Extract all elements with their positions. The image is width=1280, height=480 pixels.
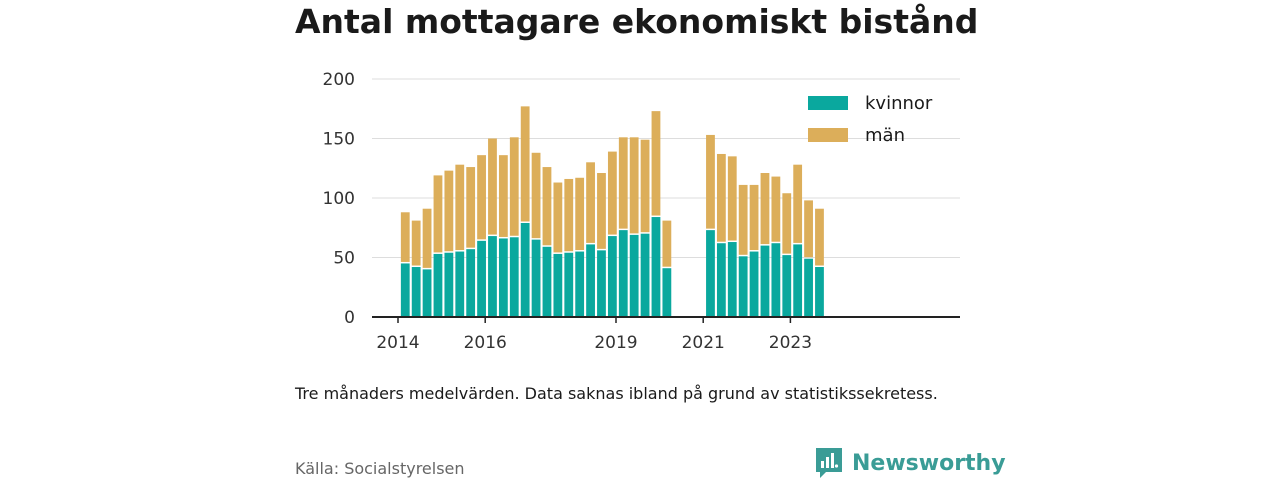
brand-name: Newsworthy bbox=[852, 450, 1006, 476]
legend-label-kvinnor: kvinnor bbox=[865, 93, 933, 114]
bar-man bbox=[738, 184, 748, 255]
bar-kvinnor bbox=[564, 252, 574, 317]
bar-man bbox=[575, 177, 585, 251]
source-text: Källa: Socialstyrelsen bbox=[295, 459, 465, 478]
y-tick-label: 100 bbox=[323, 189, 355, 209]
bar-kvinnor bbox=[466, 249, 476, 317]
bar-man bbox=[444, 170, 454, 252]
bar-man bbox=[498, 155, 508, 237]
legend: kvinnor män bbox=[808, 93, 933, 146]
bar-kvinnor bbox=[575, 251, 585, 317]
bar-kvinnor bbox=[488, 236, 497, 317]
x-tick-label: 2021 bbox=[682, 333, 725, 353]
bar-man bbox=[531, 152, 541, 239]
bar-kvinnor bbox=[727, 242, 737, 317]
bar-man bbox=[706, 134, 715, 229]
bar-man bbox=[597, 173, 606, 249]
bar-kvinnor bbox=[815, 267, 824, 317]
bar-man bbox=[771, 176, 781, 242]
bar-man bbox=[433, 175, 443, 253]
bar-man bbox=[760, 173, 770, 245]
bar-man bbox=[553, 182, 563, 253]
bar-kvinnor bbox=[477, 240, 486, 317]
bar-kvinnor bbox=[771, 243, 781, 317]
bar-man bbox=[618, 137, 628, 229]
bar-man bbox=[662, 220, 672, 267]
bar-man bbox=[651, 111, 661, 216]
bar-man bbox=[793, 164, 803, 243]
bar-kvinnor bbox=[433, 253, 443, 317]
chart-title: Antal mottagare ekonomiskt bistånd bbox=[295, 2, 979, 41]
bar-man bbox=[564, 178, 574, 252]
y-tick-label: 0 bbox=[344, 308, 355, 328]
bar-man bbox=[400, 212, 410, 262]
bar-kvinnor bbox=[738, 256, 748, 317]
bar-man bbox=[629, 137, 639, 234]
newsworthy-logo-icon bbox=[816, 448, 842, 478]
legend-swatch-man bbox=[808, 128, 848, 142]
bar-kvinnor bbox=[553, 253, 563, 317]
bar-man bbox=[422, 208, 432, 268]
bar-kvinnor bbox=[651, 217, 661, 317]
bar-kvinnor bbox=[607, 236, 617, 317]
legend-swatch-kvinnor bbox=[808, 96, 848, 110]
bar-kvinnor bbox=[716, 243, 726, 317]
bar-man bbox=[716, 153, 726, 242]
bar-kvinnor bbox=[455, 251, 465, 317]
bar-kvinnor bbox=[498, 238, 508, 317]
bar-kvinnor bbox=[531, 239, 541, 317]
bar-man bbox=[509, 137, 519, 236]
bar-kvinnor bbox=[444, 252, 454, 317]
bar-kvinnor bbox=[586, 244, 595, 317]
bar-kvinnor bbox=[422, 269, 432, 317]
bar-kvinnor bbox=[520, 222, 530, 317]
bar-man bbox=[520, 106, 530, 222]
bar-man bbox=[477, 155, 486, 240]
bar-kvinnor bbox=[804, 258, 813, 317]
bar-man bbox=[466, 167, 476, 248]
bar-kvinnor bbox=[640, 233, 650, 317]
x-tick-label: 2016 bbox=[464, 333, 507, 353]
x-tick-label: 2019 bbox=[594, 333, 637, 353]
bar-man bbox=[727, 156, 737, 241]
brand-logo: Newsworthy bbox=[814, 446, 1006, 480]
bar-kvinnor bbox=[706, 230, 715, 317]
bar-man bbox=[640, 139, 650, 233]
x-tick-label: 2023 bbox=[769, 333, 812, 353]
bar-kvinnor bbox=[782, 255, 792, 317]
legend-label-man: män bbox=[865, 125, 905, 146]
bar-kvinnor bbox=[411, 267, 421, 317]
y-tick-label: 200 bbox=[323, 70, 355, 90]
x-tick-label: 2014 bbox=[376, 333, 419, 353]
bar-kvinnor bbox=[509, 237, 519, 317]
bar-man bbox=[542, 167, 552, 246]
bar-kvinnor bbox=[662, 268, 672, 317]
x-axis-ticks: 2014 2016 2019 2021 2023 bbox=[376, 317, 812, 353]
bar-kvinnor bbox=[400, 263, 410, 317]
bar-kvinnor bbox=[793, 244, 803, 317]
y-tick-label: 150 bbox=[323, 130, 355, 150]
bar-kvinnor bbox=[597, 250, 606, 317]
bar-man bbox=[782, 193, 792, 254]
y-axis-ticks: 0 50 100 150 200 bbox=[323, 70, 355, 328]
bar-kvinnor bbox=[629, 234, 639, 317]
bar-man bbox=[607, 151, 617, 235]
bar-man bbox=[815, 208, 824, 266]
bar-man bbox=[804, 200, 813, 258]
bar-kvinnor bbox=[542, 246, 552, 317]
bar-kvinnor bbox=[749, 251, 759, 317]
bar-man bbox=[455, 164, 465, 251]
chart-note: Tre månaders medelvärden. Data saknas ib… bbox=[295, 384, 938, 403]
bar-man bbox=[411, 220, 421, 266]
bar-kvinnor bbox=[760, 245, 770, 317]
chart: 0 50 100 150 200 2014 2016 2019 2021 2023 kvinno… bbox=[323, 70, 960, 353]
bar-man bbox=[488, 138, 497, 235]
bars bbox=[400, 106, 824, 317]
bar-man bbox=[749, 184, 759, 251]
bar-man bbox=[586, 162, 595, 243]
y-tick-label: 50 bbox=[333, 249, 355, 269]
bar-kvinnor bbox=[618, 230, 628, 317]
